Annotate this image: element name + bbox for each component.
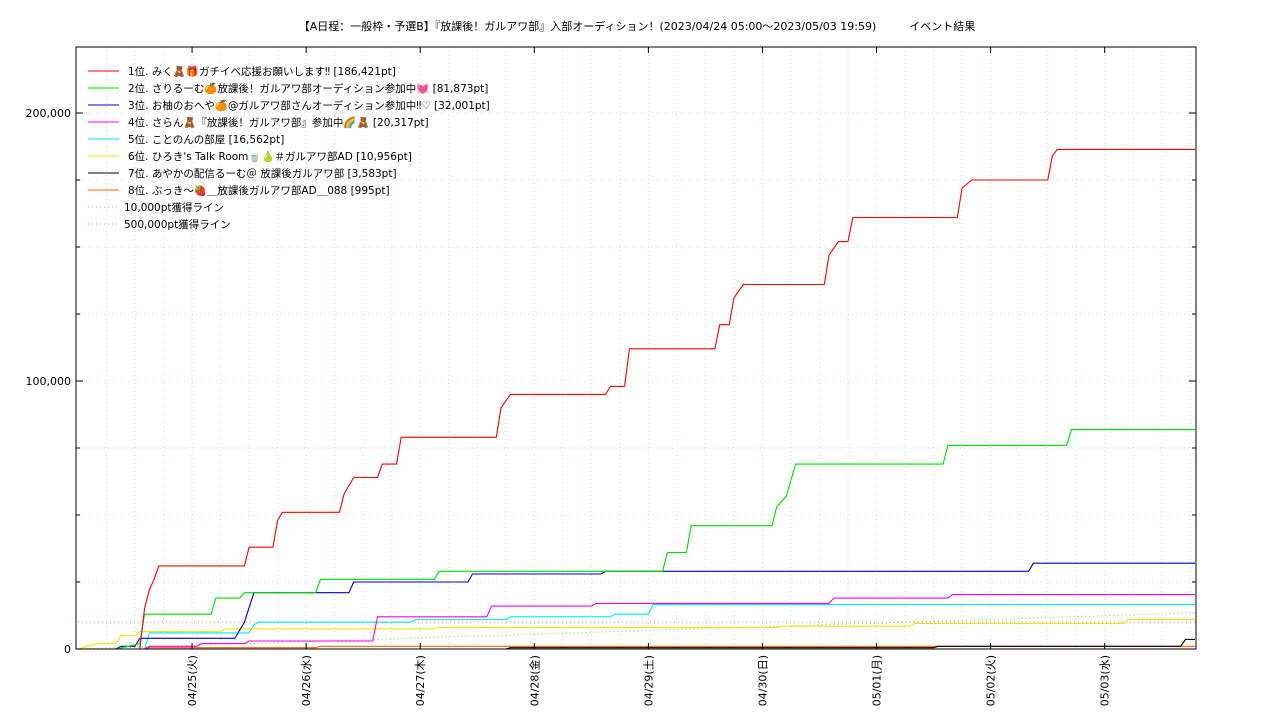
legend-entry: 6位. ひろき's Talk Room🍵🍐＃ガルアワ部AD [10,956pt] — [128, 150, 412, 163]
series-line — [78, 148, 1195, 650]
legend-entry: 8位. ぶっき〜🍓＿放課後ガルアワ部AD＿088 [995pt] — [128, 184, 390, 197]
legend-entry: 5位. ことのんの部屋 [16,562pt] — [128, 133, 284, 146]
legend-entry: 7位. あやかの配信るーむ＠ 放課後ガルアワ部 [3,583pt] — [128, 167, 397, 180]
plot-frame — [75, 46, 1197, 650]
legend-entry: 10,000pt獲得ライン — [124, 201, 224, 214]
legend-entry: 2位. さりるーむ🍊放課後！ガルアワ部オーディション参加中💓 [81,873pt… — [128, 82, 488, 95]
legend-entry: 3位. お柚のおへや🍊@ガルアワ部さんオーディション参加中‼♡ [32,001p… — [128, 99, 490, 112]
chart-axes: 0 100,000 200,000 04/25(火) 04/26(水) 04/27(木) 0… — [26, 47, 1196, 706]
chart-legend: 1位. みく🧸🎁ガチイベ応援お願いします‼ [186,421pt] 2位. さりる… — [88, 65, 490, 231]
y-tick-label: 200,000 — [26, 107, 72, 120]
x-tick-label: 05/03(水) — [1099, 655, 1112, 706]
x-tick-label: 04/27(木) — [414, 655, 427, 706]
legend-entry: 1位. みく🧸🎁ガチイベ応援お願いします‼ [186,421pt] — [128, 65, 396, 78]
x-tick-label: 04/29(土) — [642, 655, 655, 706]
y-tick-label: 100,000 — [26, 375, 72, 388]
x-tick-label: 04/30(日) — [756, 655, 769, 706]
legend-entry: 500,000pt獲得ライン — [124, 218, 231, 231]
x-tick-label: 04/25(火) — [186, 655, 199, 706]
legend-entry: 4位. さらん🧸『放課後！ガルアワ部』参加中🌈🧸 [20,317pt] — [128, 116, 429, 129]
series-line — [77, 619, 1195, 650]
x-tick-label: 05/02(火) — [985, 655, 998, 706]
series-line — [78, 562, 1195, 650]
series-line — [78, 594, 1195, 650]
chart-title: 【A日程：一般枠・予選B】『放課後！ガルアワ部』入部オーディション！(2023/… — [299, 19, 976, 33]
chart-grid — [76, 47, 1196, 649]
y-tick-label: 0 — [64, 643, 71, 656]
series-line — [78, 429, 1195, 650]
chart-series-group — [77, 148, 1196, 650]
series-line — [78, 604, 1195, 650]
x-tick-label: 04/28(金) — [527, 655, 541, 706]
x-tick-label: 04/26(水) — [300, 655, 313, 706]
x-tick-label: 05/01(月) — [871, 655, 884, 706]
